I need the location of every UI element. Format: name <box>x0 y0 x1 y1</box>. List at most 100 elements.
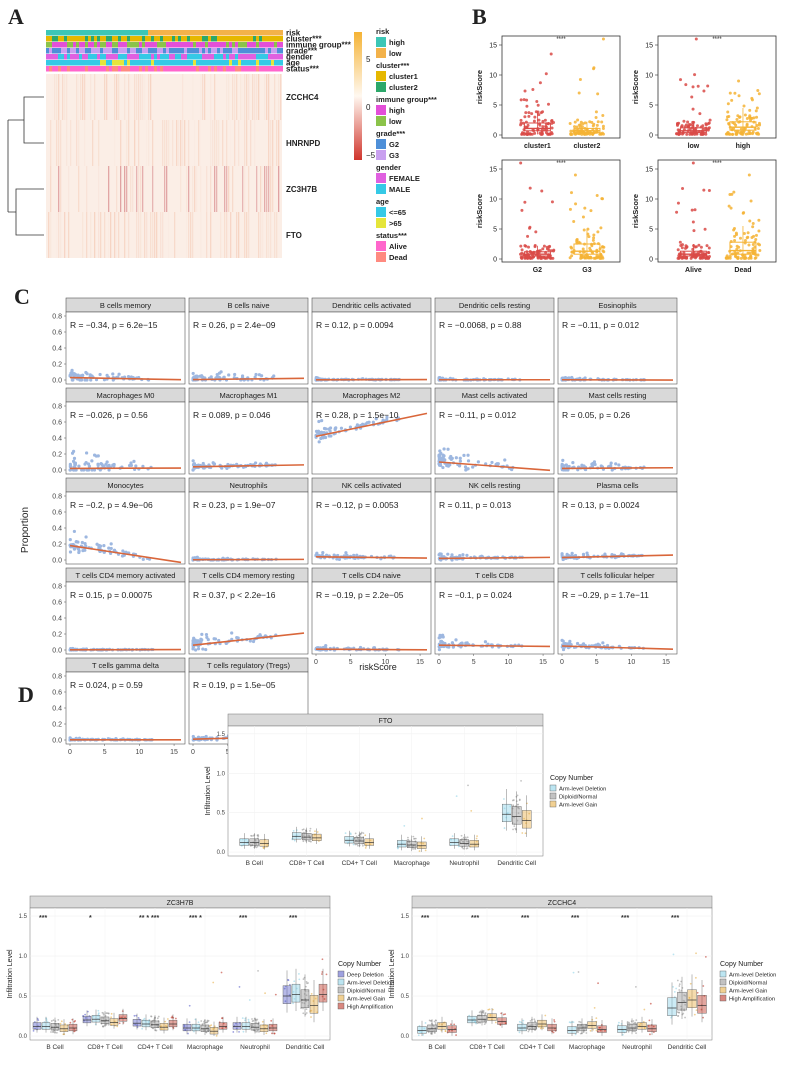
heatmap-cell <box>194 166 196 212</box>
data-point <box>523 817 526 820</box>
data-point <box>733 91 737 95</box>
box <box>522 810 532 829</box>
data-point <box>545 245 549 249</box>
data-point <box>166 1018 169 1020</box>
data-point <box>676 248 680 252</box>
annotation-cell <box>64 30 67 36</box>
annotation-cell <box>46 42 49 48</box>
scatter-point <box>564 468 568 472</box>
data-point <box>748 114 752 118</box>
annotation-cell <box>220 48 223 54</box>
annotation-cell <box>97 54 100 60</box>
facet-frame <box>434 311 555 385</box>
annotation-cell <box>148 60 151 66</box>
data-point <box>494 1021 497 1024</box>
facet-frame <box>188 311 309 385</box>
y-tick-label: 0.4 <box>52 706 62 713</box>
box <box>259 1024 269 1032</box>
correlation-label: R = 0.05, p = 0.26 <box>562 410 630 420</box>
annotation-cell <box>118 54 121 60</box>
annotation-cell <box>253 66 256 72</box>
data-point <box>522 98 526 102</box>
annotation-cell <box>151 66 154 72</box>
data-point <box>578 1024 581 1027</box>
scatter-point <box>191 459 195 463</box>
annotation-cell <box>94 30 97 36</box>
annotation-cell <box>103 36 106 42</box>
box <box>547 1023 557 1032</box>
y-axis-label: riskScore <box>631 70 640 104</box>
y-tick-label: 10 <box>489 197 497 204</box>
x-category-label: CD8+ T Cell <box>469 1044 505 1051</box>
data-point <box>292 829 295 832</box>
heatmap-cell <box>144 74 146 120</box>
heatmap-cell <box>256 74 258 120</box>
facet-frame <box>311 491 432 565</box>
data-point <box>188 1004 191 1007</box>
scatter-point <box>564 641 568 646</box>
data-point <box>742 232 746 236</box>
annotation-cell <box>169 54 172 60</box>
data-point <box>515 795 518 798</box>
regression-line <box>69 544 182 564</box>
data-point <box>261 1020 264 1023</box>
x-category-label: B Cell <box>246 860 264 867</box>
data-point <box>683 994 686 997</box>
annotation-cell <box>73 60 76 66</box>
scatter-point <box>251 639 256 644</box>
heatmap-cell <box>268 74 270 120</box>
data-point <box>678 1011 681 1014</box>
heatmap-cell <box>224 212 226 258</box>
scatter-point <box>462 453 466 457</box>
y-tick-label: 0 <box>493 133 497 140</box>
data-point <box>419 845 421 848</box>
scatter-point <box>385 418 389 422</box>
heatmap-cell <box>50 166 52 212</box>
heatmap-cell <box>268 212 270 258</box>
heatmap-cell <box>200 166 202 212</box>
data-point <box>521 832 524 834</box>
panel-frame <box>29 907 331 1041</box>
annotation-cell <box>64 48 67 54</box>
annotation-cell <box>151 60 154 66</box>
data-point <box>728 91 732 95</box>
heatmap-cell <box>238 212 240 258</box>
annotation-cell <box>184 48 187 54</box>
data-point <box>675 132 679 136</box>
data-point <box>573 125 577 129</box>
correlation-label: R = 0.37, p < 2.2e−16 <box>193 590 276 600</box>
facet-title: T cells gamma delta <box>92 661 160 670</box>
data-point <box>287 979 289 981</box>
data-point <box>693 245 697 249</box>
annotation-cell <box>229 42 232 48</box>
annotation-cell <box>103 60 106 66</box>
box <box>318 983 328 1003</box>
annotation-cell <box>49 60 52 66</box>
data-point <box>188 1021 191 1024</box>
heatmap-cell <box>140 166 142 212</box>
data-point <box>438 1022 441 1025</box>
data-point <box>484 1021 487 1024</box>
data-point <box>743 113 747 117</box>
annotation-cell <box>196 42 199 48</box>
annotation-cell <box>64 54 67 60</box>
box <box>118 1014 128 1022</box>
heatmap-cell <box>142 74 144 120</box>
heatmap-cell <box>256 166 258 212</box>
box <box>291 983 301 1003</box>
data-point <box>518 798 521 801</box>
heatmap-cell <box>198 120 200 166</box>
data-point <box>689 256 693 260</box>
annotation-cell <box>229 36 232 42</box>
annotation-cell <box>154 60 157 66</box>
data-point <box>684 83 688 87</box>
legend-swatch <box>337 978 345 986</box>
data-point <box>678 989 681 991</box>
data-point <box>525 822 527 824</box>
annotation-cell <box>250 30 253 36</box>
annotation-cell <box>208 30 211 36</box>
data-point <box>466 836 469 839</box>
data-point <box>756 127 760 131</box>
data-point <box>302 1007 304 1010</box>
data-point <box>57 1019 60 1021</box>
